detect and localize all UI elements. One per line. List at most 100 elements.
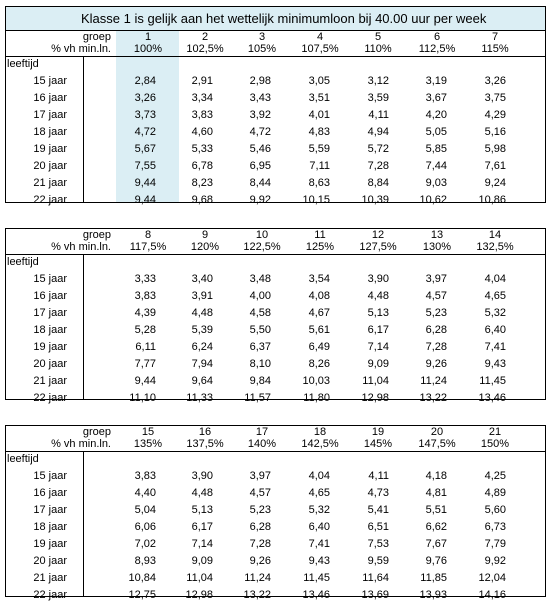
table-cell: 11,04 bbox=[186, 572, 213, 584]
table-cell: 4,11 bbox=[368, 109, 389, 121]
group-number: 14 bbox=[488, 229, 502, 241]
table-cell: 5,72 bbox=[367, 143, 389, 155]
group-percent: 100% bbox=[133, 43, 163, 55]
table-cell: 11,45 bbox=[479, 375, 506, 387]
table-cell: 9,09 bbox=[191, 555, 213, 567]
table-cell: 8,10 bbox=[249, 358, 271, 370]
table-cell: 7,28 bbox=[367, 160, 389, 172]
table-cell: 11,64 bbox=[362, 572, 389, 584]
table-cell: 5,59 bbox=[308, 143, 330, 155]
percent-label: % vh min.ln. bbox=[51, 241, 111, 253]
age-label: 20 jaar bbox=[33, 555, 67, 567]
column-divider bbox=[83, 451, 84, 596]
table-cell: 5,33 bbox=[191, 143, 213, 155]
table-header: groep% vh min.ln. 8 117,5% 9 120% 10 122,5% 11 1… bbox=[6, 229, 545, 255]
table-cell: 3,92 bbox=[249, 109, 271, 121]
table-cell: 6,06 bbox=[134, 521, 156, 533]
age-label: 16 jaar bbox=[33, 92, 67, 104]
table-cell: 10,86 bbox=[478, 194, 506, 206]
column-divider bbox=[83, 254, 84, 399]
table-cell: 8,26 bbox=[308, 358, 330, 370]
age-label: 18 jaar bbox=[33, 324, 67, 336]
age-label: 21 jaar bbox=[33, 375, 67, 387]
table-cell: 11,10 bbox=[129, 392, 156, 404]
group-percent: 105% bbox=[247, 43, 277, 55]
table-cell: 5,61 bbox=[308, 324, 330, 336]
table-cell: 3,51 bbox=[308, 92, 330, 104]
age-label: 20 jaar bbox=[33, 358, 67, 370]
table-cell: 7,14 bbox=[191, 538, 213, 550]
table-cell: 5,13 bbox=[367, 307, 389, 319]
table-cell: 9,09 bbox=[367, 358, 389, 370]
table-cell: 7,28 bbox=[249, 538, 271, 550]
table-cell: 6,37 bbox=[249, 341, 271, 353]
table-cell: 5,60 bbox=[484, 504, 506, 516]
table-cell: 9,26 bbox=[249, 555, 271, 567]
group-number: 1 bbox=[144, 31, 152, 43]
wage-table: groep% vh min.ln. 15 135% 16 137,5% 17 140% 18 1… bbox=[5, 425, 546, 601]
table-cell: 7,77 bbox=[134, 358, 156, 370]
group-number: 18 bbox=[313, 426, 327, 438]
table-cell: 8,23 bbox=[191, 177, 213, 189]
table-cell: 7,44 bbox=[425, 160, 447, 172]
group-1-highlight bbox=[116, 31, 179, 202]
age-label: 16 jaar bbox=[33, 290, 67, 302]
table-cell: 11,04 bbox=[362, 375, 389, 387]
table-cell: 9,84 bbox=[249, 375, 271, 387]
table-cell: 3,40 bbox=[191, 273, 213, 285]
table-cell: 7,55 bbox=[134, 160, 156, 172]
table-cell: 3,19 bbox=[425, 75, 447, 87]
groep-label: groep bbox=[82, 229, 111, 241]
table-cell: 9,44 bbox=[134, 375, 156, 387]
table-cell: 4,57 bbox=[249, 487, 271, 499]
group-percent: 112,5% bbox=[418, 43, 456, 55]
table-cell: 13,22 bbox=[419, 392, 447, 404]
table-cell: 4,11 bbox=[368, 470, 389, 482]
table-cell: 4,73 bbox=[367, 487, 389, 499]
table-cell: 4,20 bbox=[425, 109, 447, 121]
table-cell: 4,65 bbox=[484, 290, 506, 302]
table-cell: 7,41 bbox=[484, 341, 506, 353]
age-label: 17 jaar bbox=[33, 307, 67, 319]
group-number: 10 bbox=[255, 229, 269, 241]
table-cell: 5,41 bbox=[367, 504, 389, 516]
table-cell: 3,91 bbox=[191, 290, 213, 302]
group-number: 3 bbox=[258, 31, 266, 43]
table-cell: 4,72 bbox=[134, 126, 156, 138]
table-cell: 3,26 bbox=[134, 92, 156, 104]
leeftijd-label: leeftijd bbox=[7, 256, 39, 268]
group-number: 2 bbox=[201, 31, 209, 43]
table-cell: 5,23 bbox=[249, 504, 271, 516]
table-cell: 8,63 bbox=[308, 177, 330, 189]
table-cell: 6,62 bbox=[425, 521, 447, 533]
table-cell: 7,94 bbox=[191, 358, 213, 370]
table-cell: 4,01 bbox=[308, 109, 330, 121]
table-cell: 2,98 bbox=[249, 75, 271, 87]
table-cell: 6,78 bbox=[191, 160, 213, 172]
table-cell: 5,32 bbox=[308, 504, 330, 516]
table-cell: 3,59 bbox=[367, 92, 389, 104]
table-cell: 12,98 bbox=[185, 589, 213, 601]
table-cell: 6,51 bbox=[367, 521, 389, 533]
table-cell: 3,33 bbox=[134, 273, 156, 285]
table-cell: 12,04 bbox=[478, 572, 506, 584]
groep-label: groep bbox=[82, 31, 111, 43]
group-percent: 102,5% bbox=[186, 43, 224, 55]
table-cell: 3,26 bbox=[484, 75, 506, 87]
table-cell: 9,76 bbox=[425, 555, 447, 567]
age-label: 21 jaar bbox=[33, 177, 67, 189]
table-cell: 6,28 bbox=[249, 521, 271, 533]
group-number: 6 bbox=[433, 31, 441, 43]
table-cell: 13,69 bbox=[361, 589, 389, 601]
table-cell: 11,85 bbox=[420, 572, 447, 584]
group-number: 17 bbox=[255, 426, 269, 438]
table-cell: 10,15 bbox=[302, 194, 330, 206]
table-cell: 6,40 bbox=[484, 324, 506, 336]
group-number: 15 bbox=[141, 426, 155, 438]
table-cell: 8,84 bbox=[367, 177, 389, 189]
percent-label: % vh min.ln. bbox=[51, 43, 111, 55]
wage-table: groep% vh min.ln. 8 117,5% 9 120% 10 122,5% 11 1… bbox=[5, 228, 546, 404]
group-percent: 132,5% bbox=[476, 241, 514, 253]
table-cell: 9,03 bbox=[425, 177, 447, 189]
table-cell: 5,46 bbox=[249, 143, 271, 155]
